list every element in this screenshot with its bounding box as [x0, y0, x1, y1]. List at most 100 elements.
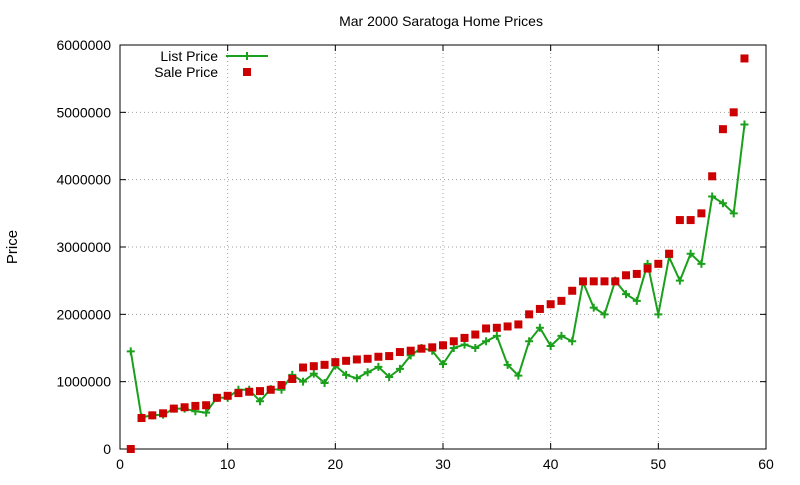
y-tick-label: 6000000: [56, 37, 111, 53]
sale-price-marker: [525, 310, 534, 319]
list-price-marker: [622, 290, 631, 299]
sale-price-marker: [320, 360, 329, 369]
y-tick-label: 0: [103, 441, 111, 457]
sale-price-marker: [374, 352, 383, 361]
sale-price-marker: [503, 322, 512, 331]
list-price-marker: [342, 370, 351, 379]
x-tick-label: 50: [651, 456, 667, 472]
sale-price-marker: [697, 209, 706, 218]
sale-price-marker: [643, 264, 652, 273]
list-price-marker: [729, 209, 738, 218]
sale-price-marker: [288, 374, 297, 383]
sale-price-marker: [277, 381, 286, 390]
sale-price-marker: [460, 333, 469, 342]
sale-price-marker: [482, 324, 491, 333]
x-tick-label: 20: [328, 456, 344, 472]
list-price-marker: [568, 337, 577, 346]
sale-price-marker: [406, 346, 415, 355]
sale-price-marker: [169, 404, 178, 413]
x-tick-label: 40: [543, 456, 559, 472]
sale-price-marker: [159, 409, 168, 418]
plot-frame: [119, 44, 767, 450]
sale-price-marker: [180, 403, 189, 412]
series-layer: [126, 54, 749, 453]
sale-price-marker: [212, 393, 221, 402]
list-price-marker: [740, 120, 749, 129]
sale-price-marker: [600, 277, 609, 286]
sale-price-marker: [535, 304, 544, 313]
sale-price-marker: [654, 259, 663, 268]
list-price-marker: [385, 372, 394, 381]
sale-price-marker: [309, 362, 318, 371]
chart-title: Mar 2000 Saratoga Home Prices: [339, 13, 543, 29]
y-tick-label: 1000000: [56, 374, 111, 390]
sale-price-marker: [439, 341, 447, 350]
sale-price-marker: [223, 391, 232, 400]
x-tick-label: 60: [758, 456, 774, 472]
sale-price-marker: [718, 125, 727, 134]
list-price-marker: [255, 397, 264, 406]
legend-label-sale-price: Sale Price: [154, 64, 218, 80]
sale-price-marker: [568, 286, 577, 295]
sale-price-marker: [449, 337, 458, 346]
y-axis-label: Price: [4, 230, 21, 264]
list-price-marker: [363, 368, 372, 377]
list-price-marker: [202, 408, 211, 417]
list-price-marker: [708, 192, 717, 201]
sale-price-marker: [622, 271, 631, 280]
sale-price-marker: [557, 296, 566, 305]
sale-price-marker: [245, 387, 254, 396]
sale-price-marker: [148, 411, 157, 420]
sale-price-marker: [352, 355, 361, 364]
sale-price-marker: [191, 401, 200, 410]
sale-price-marker: [266, 385, 275, 394]
sale-price-marker: [514, 320, 523, 329]
list-price-marker: [299, 377, 308, 386]
y-tick-label: 4000000: [56, 172, 111, 188]
x-tick-label: 10: [220, 456, 236, 472]
list-price-line: [129, 124, 746, 419]
list-price-marker: [503, 360, 512, 369]
list-price-marker: [492, 331, 501, 340]
sale-price-marker: [686, 216, 695, 225]
x-tick-label: 30: [435, 456, 451, 472]
list-price-marker: [718, 199, 727, 208]
sale-price-marker: [665, 249, 674, 258]
sale-price-marker: [202, 401, 211, 410]
sale-price-marker: [331, 358, 340, 367]
list-price-marker: [600, 310, 609, 319]
list-price-marker: [460, 340, 469, 349]
sale-price-marker: [395, 348, 404, 357]
sale-price-marker: [417, 344, 426, 353]
list-price-marker: [320, 379, 329, 388]
list-price-marker: [535, 323, 544, 332]
list-price-marker: [395, 364, 404, 373]
y-tick-label: 5000000: [56, 104, 111, 120]
sale-price-marker: [137, 414, 146, 423]
sale-price-marker: [255, 387, 264, 396]
list-price-marker: [482, 337, 491, 346]
list-price-marker: [686, 249, 695, 258]
y-tick-label: 2000000: [56, 306, 111, 322]
sale-price-marker: [385, 352, 394, 361]
sale-price-marker: [299, 363, 308, 372]
y-tick-label: 3000000: [56, 239, 111, 255]
sale-price-marker: [729, 108, 738, 117]
list-price-marker: [697, 259, 706, 268]
list-price-marker: [352, 374, 361, 383]
axes-layer: 0 1000000 2000000 3000000 4000000 5000000 6000…: [56, 37, 774, 472]
sale-price-marker: [342, 356, 351, 365]
sale-price-marker: [578, 277, 587, 286]
list-price-marker: [525, 337, 534, 346]
list-price-marker: [471, 344, 480, 352]
sale-price-marker: [428, 343, 437, 352]
list-price-marker: [449, 344, 458, 352]
sale-price-marker: [708, 172, 717, 181]
list-price-marker: [557, 331, 566, 340]
list-price-marker: [309, 369, 318, 378]
sale-price-marker: [611, 277, 620, 286]
sale-price-marker: [632, 269, 641, 278]
grid-layer: [120, 45, 766, 449]
